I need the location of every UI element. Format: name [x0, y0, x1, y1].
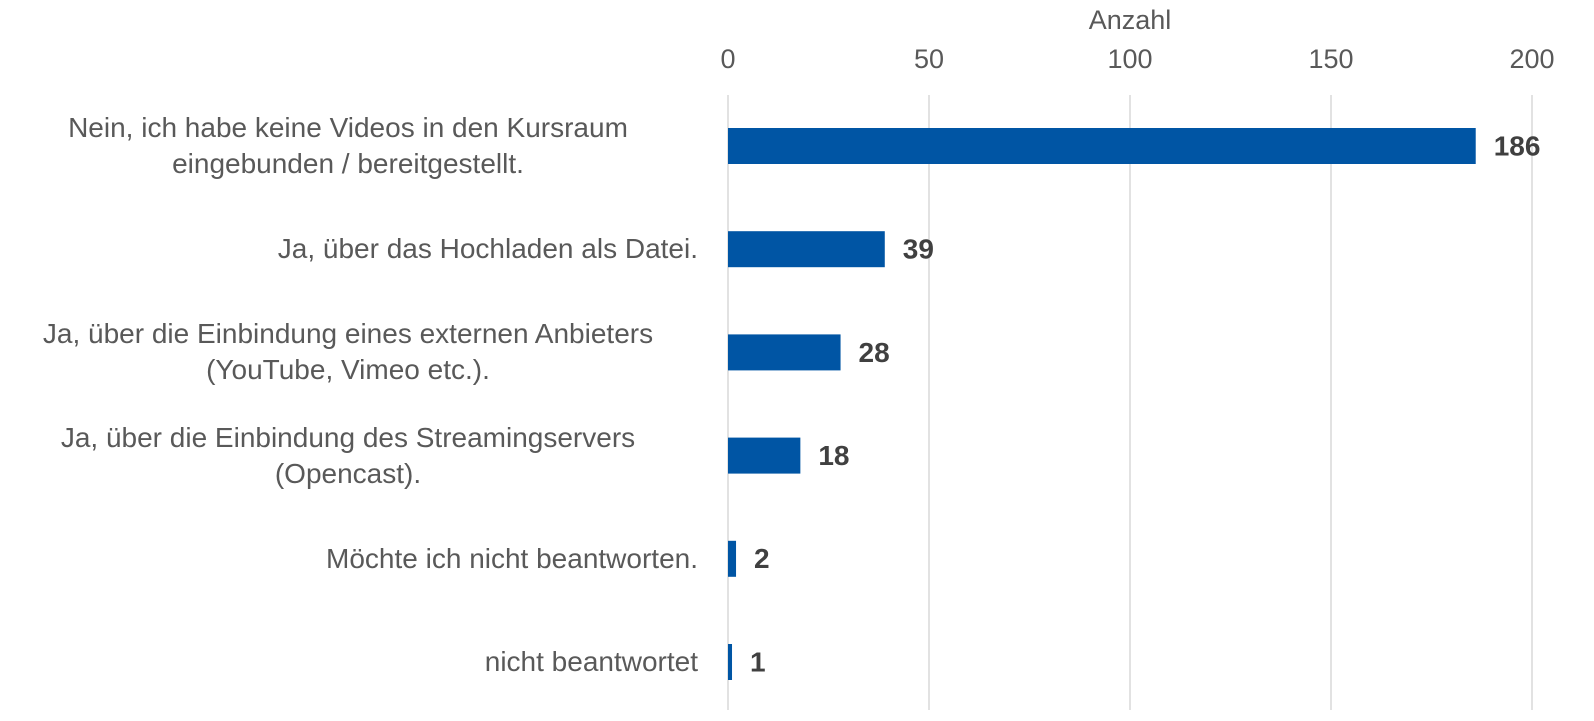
value-label: 18 — [818, 440, 849, 471]
value-label: 39 — [903, 234, 934, 265]
bar — [728, 128, 1476, 164]
value-label: 1 — [750, 646, 766, 677]
axis-title: Anzahl — [1089, 5, 1172, 35]
bar — [728, 644, 733, 680]
bar — [728, 540, 737, 577]
category-label: Ja, über das Hochladen als Datei. — [277, 233, 698, 265]
category-label-box: Nein, ich habe keine Videos in den Kursr… — [0, 110, 698, 182]
category-label: Ja, über die Einbindung eines externen A… — [42, 318, 654, 386]
category-label: Möchte ich nicht beantworten. — [326, 542, 698, 574]
x-tick-label: 150 — [1308, 44, 1353, 74]
value-label: 28 — [859, 337, 890, 368]
value-label: 2 — [754, 543, 770, 574]
category-label-box: Ja, über das Hochladen als Datei. — [0, 231, 698, 267]
x-tick-label: 100 — [1107, 44, 1152, 74]
category-label: nicht beantwortet — [484, 646, 698, 677]
x-tick-label: 50 — [914, 44, 944, 74]
bar — [728, 334, 841, 371]
bar — [728, 437, 801, 474]
category-label: Nein, ich habe keine Videos in den Kursr… — [68, 112, 628, 179]
bar — [728, 231, 885, 268]
category-label: Ja, über die Einbindung des Streamingser… — [60, 421, 636, 489]
category-label-box: Ja, über die Einbindung eines externen A… — [0, 316, 698, 388]
category-label-box: Ja, über die Einbindung des Streamingser… — [0, 420, 698, 492]
category-label-box: nicht beantwortet — [0, 644, 698, 680]
value-label: 186 — [1494, 130, 1541, 161]
x-tick-label: 200 — [1509, 44, 1554, 74]
x-tick-label: 0 — [720, 44, 735, 74]
category-label-box: Möchte ich nicht beantworten. — [0, 541, 698, 577]
